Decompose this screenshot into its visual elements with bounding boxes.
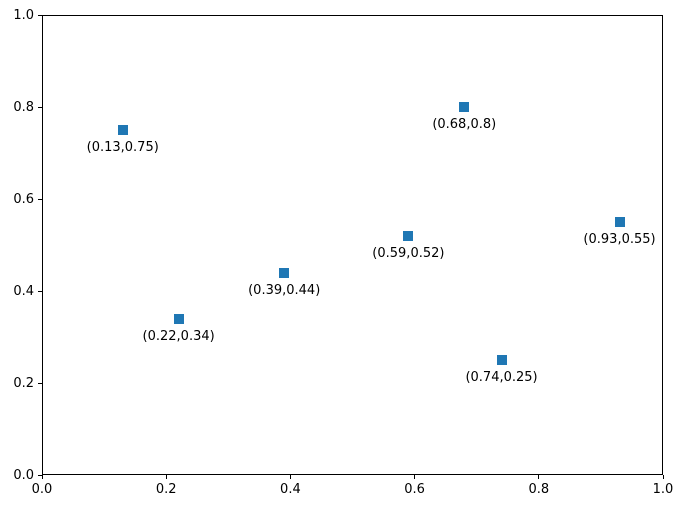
x-tick [289,475,291,479]
x-tick-label: 0.2 [155,482,177,497]
scatter-point [614,217,625,227]
point-label: (0.13,0.75) [86,140,159,155]
scatter-point [496,355,507,365]
y-tick-label: 0.0 [13,467,34,483]
plot-area-frame [42,15,663,475]
scatter-point [459,102,470,112]
y-tick-label: 1.0 [13,7,34,23]
y-tick [38,198,42,200]
y-tick [38,382,42,384]
y-tick [38,106,42,108]
y-tick-label: 0.6 [13,191,34,207]
point-label: (0.22,0.34) [142,328,215,344]
x-tick-label: 0.8 [528,482,550,497]
scatter-point [173,313,184,324]
x-tick [41,475,43,479]
scatter-point [117,125,128,135]
y-tick-label: 0.2 [13,375,34,391]
y-tick [38,14,42,16]
x-tick-label: 0.4 [280,482,301,497]
point-label: (0.74,0.25) [465,370,538,385]
x-tick-label: 0.6 [404,482,425,497]
point-label: (0.39,0.44) [248,282,321,298]
x-tick [414,475,416,479]
y-tick-label: 0.8 [13,99,34,115]
point-label: (0.68,0.8) [432,117,497,132]
point-label: (0.93,0.55) [583,232,656,247]
x-tick [662,475,664,479]
scatter-point [403,230,414,241]
scatter-point [279,267,290,278]
y-tick-label: 0.4 [13,283,34,299]
x-tick [165,475,167,479]
point-label: (0.59,0.52) [372,245,445,261]
y-tick [38,474,42,476]
x-tick [538,475,540,479]
x-tick-label: 1.0 [652,482,674,497]
y-tick [38,290,42,292]
x-tick-label: 0.0 [31,482,53,497]
